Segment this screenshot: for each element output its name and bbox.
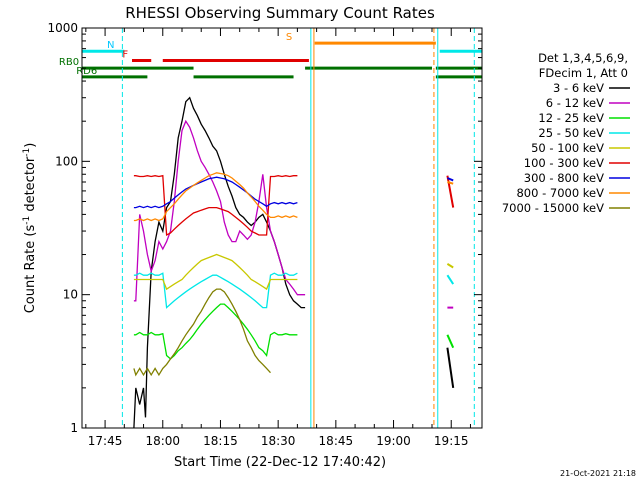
late-sample-4 — [446, 263, 454, 269]
y-axis-label: Count Rate (s-1 detector-1) — [22, 143, 38, 314]
y-axis-label-sup: -1 — [22, 216, 32, 225]
late-sample-3 — [446, 274, 455, 285]
marker-layer — [121, 28, 475, 428]
y-tick-label-0: 1 — [70, 421, 78, 435]
series-line-2 — [133, 303, 298, 360]
x-tick-label-4: 18:45 — [319, 434, 354, 448]
x-tick-label-1: 18:00 — [145, 434, 180, 448]
legend-label-7: 800 - 7000 keV — [516, 186, 604, 200]
series-line-5 — [133, 174, 298, 237]
legend-label-0: 3 - 6 keV — [553, 81, 604, 95]
chart-title: RHESSI Observing Summary Count Rates — [125, 4, 435, 22]
legend-label-2: 12 - 25 keV — [538, 111, 604, 125]
legend-header-0: Det 1,3,4,5,6,9, — [538, 51, 628, 65]
series-line-6 — [133, 176, 298, 209]
y-axis-label-mid: detector — [23, 156, 38, 216]
late-sample-2 — [446, 334, 455, 349]
legend-label-5: 100 - 300 keV — [524, 156, 604, 170]
flag-label-1: F — [122, 50, 128, 61]
y-axis-label-tail: ) — [23, 143, 38, 148]
footer-timestamp: 21-Oct-2021 21:18 — [560, 469, 636, 478]
late-sample-6 — [447, 177, 454, 182]
y-tick-label-3: 1000 — [47, 21, 78, 35]
flag-label-3: RB0 — [59, 57, 79, 68]
legend-label-1: 6 - 12 keV — [546, 96, 604, 110]
legend-label-8: 7000 - 15000 keV — [502, 201, 604, 215]
x-tick-label-3: 18:30 — [261, 434, 296, 448]
series-line-8 — [133, 288, 271, 377]
series-line-1 — [133, 119, 306, 302]
late-sample-5 — [446, 175, 455, 208]
y-tick-label-2: 100 — [55, 154, 78, 168]
legend-label-6: 300 - 800 keV — [524, 171, 604, 185]
series-line-7 — [133, 172, 298, 222]
x-axis-label: Start Time (22-Dec-12 17:40:42) — [174, 455, 386, 470]
legend-label-3: 25 - 50 keV — [538, 126, 604, 140]
legend: Det 1,3,4,5,6,9,FDecim 1, Att 03 - 6 keV… — [502, 51, 630, 215]
y-axis-label-main: Count Rate (s — [23, 225, 38, 314]
series-line-4 — [133, 253, 298, 291]
flag-label-0: N — [107, 40, 114, 51]
legend-label-4: 50 - 100 keV — [531, 141, 604, 155]
series-layer — [133, 96, 455, 429]
flag-label-2: S — [286, 32, 292, 43]
plot-frame — [81, 27, 483, 429]
flag-label-4: RD6 — [76, 66, 97, 77]
legend-header-1: FDecim 1, Att 0 — [539, 66, 628, 80]
y-tick-label-1: 10 — [63, 288, 78, 302]
x-axis: 17:45 18:00 18:15 18:30 18:45 19:00 19:15 — [85, 28, 471, 448]
y-axis: 1 10 100 1000 — [47, 21, 482, 435]
y-axis-label-sup-2: -1 — [22, 148, 32, 157]
late-sample-0 — [446, 347, 455, 389]
series-line-0 — [133, 96, 306, 429]
x-tick-label-6: 19:15 — [434, 434, 469, 448]
x-tick-label-5: 19:00 — [376, 434, 411, 448]
x-tick-label-0: 17:45 — [88, 434, 123, 448]
x-tick-label-2: 18:15 — [203, 434, 238, 448]
late-sample-7 — [447, 181, 454, 185]
